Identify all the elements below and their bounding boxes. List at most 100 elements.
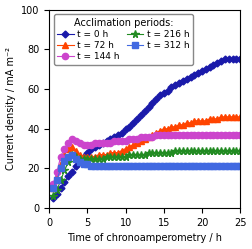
t = 144 h — [71, 137, 74, 140]
t = 72 h — [128, 145, 131, 148]
t = 72 h — [139, 139, 142, 142]
t = 72 h — [147, 135, 150, 138]
t = 144 h — [128, 137, 131, 140]
t = 144 h — [151, 135, 154, 138]
t = 312 h — [59, 167, 62, 170]
t = 72 h — [170, 125, 173, 128]
t = 72 h — [55, 177, 58, 180]
t = 0 h — [204, 68, 207, 71]
t = 72 h — [224, 115, 227, 118]
t = 216 h — [181, 149, 184, 152]
t = 216 h — [174, 149, 177, 152]
t = 216 h — [231, 149, 234, 152]
t = 72 h — [109, 151, 112, 154]
t = 144 h — [82, 143, 85, 146]
t = 0 h — [147, 105, 150, 108]
t = 0 h — [231, 58, 234, 61]
t = 72 h — [189, 121, 192, 124]
t = 312 h — [239, 165, 242, 168]
t = 312 h — [143, 165, 146, 168]
t = 72 h — [155, 131, 158, 134]
t = 0 h — [219, 60, 223, 63]
t = 144 h — [113, 139, 116, 142]
t = 312 h — [189, 165, 192, 168]
t = 72 h — [74, 149, 77, 152]
t = 216 h — [197, 149, 200, 152]
t = 216 h — [97, 157, 100, 160]
t = 72 h — [204, 119, 207, 122]
t = 312 h — [74, 157, 77, 160]
t = 144 h — [162, 133, 165, 136]
t = 0 h — [239, 58, 242, 61]
t = 72 h — [235, 115, 238, 118]
X-axis label: Time of chronoamperometry / h: Time of chronoamperometry / h — [67, 234, 222, 244]
t = 0 h — [224, 58, 227, 61]
t = 216 h — [74, 155, 77, 158]
t = 144 h — [224, 133, 227, 136]
t = 72 h — [162, 127, 165, 130]
t = 0 h — [162, 91, 165, 94]
t = 144 h — [181, 133, 184, 136]
t = 312 h — [113, 165, 116, 168]
t = 144 h — [170, 133, 173, 136]
t = 144 h — [231, 133, 234, 136]
t = 72 h — [181, 123, 184, 126]
t = 72 h — [208, 117, 211, 120]
t = 216 h — [67, 161, 70, 164]
Line: t = 216 h: t = 216 h — [49, 147, 244, 200]
t = 144 h — [174, 133, 177, 136]
t = 312 h — [63, 159, 66, 162]
t = 216 h — [143, 153, 146, 156]
Y-axis label: Current density / mA m⁻²: Current density / mA m⁻² — [6, 47, 16, 170]
t = 144 h — [74, 139, 77, 142]
t = 144 h — [189, 133, 192, 136]
t = 216 h — [63, 169, 66, 172]
t = 72 h — [78, 153, 81, 156]
t = 312 h — [51, 187, 54, 190]
t = 312 h — [212, 165, 215, 168]
t = 144 h — [139, 135, 142, 138]
t = 312 h — [93, 165, 97, 168]
t = 144 h — [216, 133, 219, 136]
t = 72 h — [178, 123, 181, 126]
t = 216 h — [124, 155, 127, 158]
t = 312 h — [82, 163, 85, 166]
t = 0 h — [174, 83, 177, 86]
t = 216 h — [201, 149, 204, 152]
t = 0 h — [178, 82, 181, 85]
t = 72 h — [219, 115, 223, 118]
t = 144 h — [204, 133, 207, 136]
t = 312 h — [71, 153, 74, 156]
t = 312 h — [67, 155, 70, 158]
t = 312 h — [155, 165, 158, 168]
t = 312 h — [109, 165, 112, 168]
t = 144 h — [78, 141, 81, 144]
t = 144 h — [239, 133, 242, 136]
t = 72 h — [193, 119, 196, 122]
t = 312 h — [101, 165, 104, 168]
t = 72 h — [101, 153, 104, 156]
t = 0 h — [201, 70, 204, 73]
t = 0 h — [120, 131, 123, 134]
t = 144 h — [116, 139, 119, 142]
t = 144 h — [136, 137, 139, 140]
t = 216 h — [90, 157, 93, 160]
t = 312 h — [231, 165, 234, 168]
t = 312 h — [208, 165, 211, 168]
t = 216 h — [235, 149, 238, 152]
t = 0 h — [51, 197, 54, 200]
t = 72 h — [93, 155, 97, 158]
t = 0 h — [185, 78, 188, 81]
t = 312 h — [216, 165, 219, 168]
t = 0 h — [197, 72, 200, 75]
t = 144 h — [193, 133, 196, 136]
t = 0 h — [55, 193, 58, 196]
t = 0 h — [216, 62, 219, 65]
t = 0 h — [101, 141, 104, 144]
t = 144 h — [178, 133, 181, 136]
t = 312 h — [128, 165, 131, 168]
t = 72 h — [216, 117, 219, 120]
t = 144 h — [90, 143, 93, 146]
t = 312 h — [181, 165, 184, 168]
t = 312 h — [227, 165, 230, 168]
